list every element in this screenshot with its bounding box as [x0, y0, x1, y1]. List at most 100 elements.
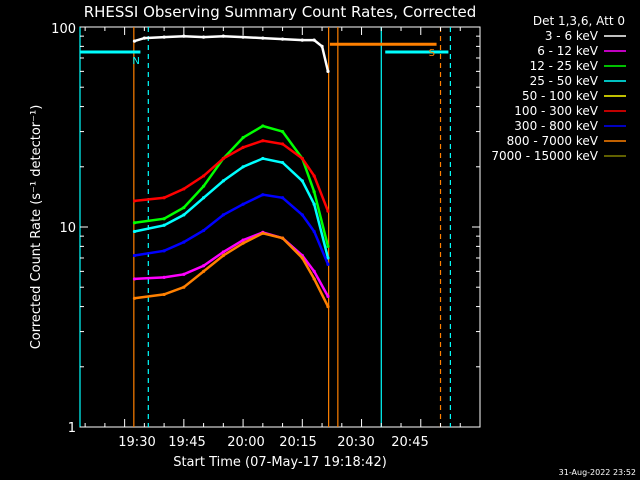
- data-point: [312, 277, 316, 281]
- data-point: [162, 217, 166, 221]
- data-point: [142, 36, 146, 40]
- data-point: [201, 228, 206, 233]
- data-point: [326, 294, 330, 298]
- data-point: [132, 39, 137, 43]
- data-point: [261, 231, 265, 235]
- data-point: [132, 199, 137, 203]
- data-point: [221, 179, 225, 183]
- data-point: [280, 196, 285, 200]
- chart-title: RHESSI Observing Summary Count Rates, Co…: [84, 3, 477, 21]
- legend-label: 6 - 12 keV: [537, 44, 599, 58]
- data-point: [241, 165, 245, 169]
- data-point: [201, 269, 206, 273]
- data-point: [201, 264, 206, 268]
- data-point: [132, 277, 137, 281]
- data-point: [201, 174, 206, 178]
- plot-area: NS: [79, 26, 481, 428]
- data-point: [326, 304, 330, 309]
- data-point: [320, 44, 324, 48]
- data-point: [241, 145, 245, 150]
- data-point: [221, 156, 225, 161]
- series-line: [134, 34, 330, 72]
- data-point: [312, 269, 316, 273]
- data-point: [326, 69, 330, 73]
- data-point: [162, 249, 166, 253]
- data-point: [201, 35, 206, 39]
- data-point: [182, 285, 186, 289]
- x-tick-label: 19:45: [168, 435, 205, 450]
- data-point: [280, 37, 285, 41]
- data-point: [312, 229, 316, 234]
- legend-label: 800 - 7000 keV: [507, 134, 599, 148]
- data-point: [280, 142, 285, 146]
- data-point: [300, 256, 304, 260]
- data-point: [201, 196, 206, 200]
- x-axis: 19:30 19:45 20:00 20:15 20:30 20:45 Star…: [84, 27, 481, 470]
- data-point: [300, 156, 304, 161]
- data-point: [162, 292, 166, 297]
- data-point: [326, 244, 330, 248]
- data-point: [312, 38, 316, 42]
- data-point: [300, 213, 304, 217]
- legend-title: Det 1,3,6, Att 0: [533, 14, 625, 28]
- x-tick-label: 19:30: [118, 435, 155, 450]
- data-point: [280, 129, 285, 134]
- data-point: [312, 202, 316, 206]
- data-point: [280, 160, 285, 165]
- data-point: [241, 202, 245, 206]
- legend-label: 100 - 300 keV: [514, 104, 598, 118]
- plot-frame: [79, 26, 481, 428]
- data-point: [162, 275, 166, 279]
- data-point: [261, 36, 265, 40]
- data-point: [261, 193, 265, 197]
- x-axis-label: Start Time (07-May-17 19:18:42): [173, 455, 387, 470]
- y-tick-label: 10: [59, 221, 76, 236]
- data-point: [241, 35, 245, 39]
- data-point: [221, 250, 225, 254]
- data-point: [312, 174, 316, 178]
- data-point: [326, 256, 330, 260]
- x-tick-label: 20:15: [279, 435, 316, 450]
- data-point: [300, 38, 304, 42]
- y-axis: 1 10 100 Corrected Count Rate (s⁻¹ detec…: [29, 22, 480, 436]
- y-tick-label: 100: [51, 22, 76, 37]
- level-marker-label: N: [132, 56, 139, 67]
- data-point: [241, 238, 245, 242]
- data-point: [162, 223, 166, 227]
- series-line: [134, 124, 330, 247]
- legend-label: 7000 - 15000 keV: [491, 149, 598, 163]
- data-point: [182, 213, 186, 217]
- data-point: [182, 34, 186, 38]
- level-markers: NS: [80, 42, 449, 67]
- data-point: [300, 179, 304, 183]
- data-point: [132, 253, 137, 258]
- data-point: [280, 236, 285, 240]
- legend-label: 12 - 25 keV: [530, 59, 599, 73]
- legend-label: 25 - 50 keV: [530, 74, 599, 88]
- data-point: [132, 229, 137, 234]
- data-point: [132, 221, 137, 225]
- data-point: [182, 206, 186, 210]
- data-point: [326, 209, 330, 213]
- series-layer: [132, 34, 330, 309]
- x-tick-label: 20:00: [227, 435, 264, 450]
- series-line: [134, 157, 330, 259]
- data-point: [241, 241, 245, 245]
- data-point: [162, 35, 166, 39]
- generation-timestamp: 31-Aug-2022 23:52: [559, 468, 636, 477]
- data-point: [132, 296, 137, 300]
- data-point: [326, 262, 330, 267]
- data-point: [182, 272, 186, 276]
- data-point: [182, 187, 186, 191]
- x-tick-label: 20:45: [391, 435, 428, 450]
- data-point: [312, 190, 316, 194]
- data-point: [261, 139, 265, 143]
- data-point: [241, 135, 245, 140]
- y-tick-label: 1: [68, 421, 76, 436]
- data-point: [261, 156, 265, 161]
- level-marker-label: S: [429, 48, 435, 59]
- data-point: [261, 124, 265, 128]
- legend-label: 3 - 6 keV: [545, 29, 599, 43]
